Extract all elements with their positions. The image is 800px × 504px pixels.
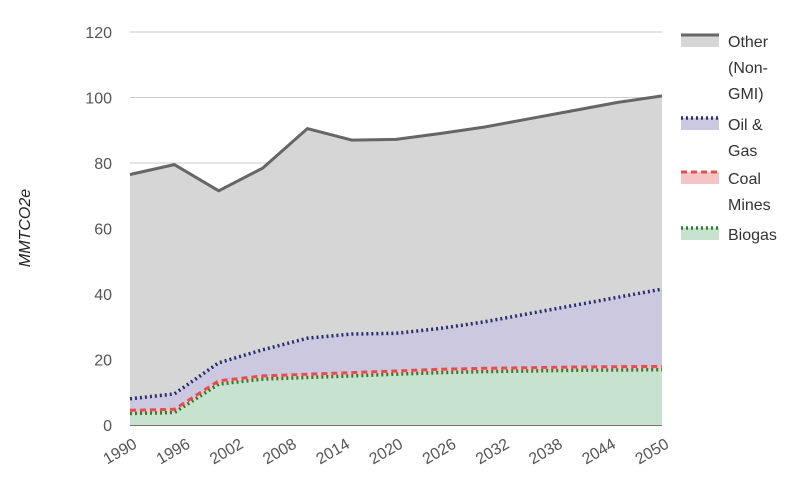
x-tick-label: 2014	[313, 436, 352, 469]
legend-swatch	[681, 118, 719, 130]
area-biogas	[130, 369, 662, 425]
series-lines	[129, 94, 663, 416]
y-tick-label: 40	[94, 287, 112, 304]
x-tick-label: 1996	[154, 436, 193, 469]
legend: Other (Non- GMI) Oil & Gas Coal Mines Biogas	[681, 33, 777, 244]
x-tick-label: 2044	[579, 436, 618, 469]
legend-label: GMI)	[728, 86, 764, 103]
y-tick-label: 60	[94, 222, 112, 239]
legend-swatch	[681, 35, 719, 47]
y-tick-label: 100	[85, 91, 112, 108]
legend-swatch	[681, 172, 719, 184]
x-axis-ticks: 1990 1996 2002 2008 2014 2020 2026 2032 2038 2044…	[101, 436, 672, 469]
legend-entry: Other (Non- GMI)	[681, 33, 769, 103]
legend-entry: Biogas	[681, 226, 777, 244]
legend-label: Oil &	[728, 117, 763, 134]
area-series	[130, 95, 662, 426]
y-tick-label: 80	[94, 156, 112, 173]
legend-label: Other	[728, 34, 769, 51]
y-tick-label: 120	[85, 25, 112, 42]
legend-entry: Coal Mines	[681, 170, 771, 214]
legend-label: Coal	[728, 171, 761, 188]
y-tick-label: 20	[94, 353, 112, 370]
line-other-non-gmi-	[129, 94, 663, 193]
legend-entry: Oil & Gas	[681, 116, 763, 160]
legend-label: Biogas	[728, 227, 777, 244]
legend-label: Mines	[728, 197, 771, 214]
x-tick-label: 2038	[526, 436, 565, 469]
line-coal-mines	[129, 364, 663, 412]
x-tick-label: 2002	[207, 436, 246, 469]
x-tick-label: 2050	[633, 436, 672, 469]
y-tick-label: 0	[103, 418, 112, 435]
y-axis-title: MMTCO2e	[17, 189, 34, 267]
legend-label: Gas	[728, 143, 757, 160]
y-axis-ticks: 0 20 40 60 80 100 120	[85, 25, 112, 435]
x-tick-label: 2032	[473, 436, 512, 469]
x-tick-label: 2008	[260, 436, 299, 469]
x-tick-label: 1990	[101, 436, 140, 469]
legend-label: (Non-	[728, 60, 768, 77]
legend-swatch	[681, 228, 719, 240]
x-tick-label: 2026	[420, 436, 459, 469]
x-tick-label: 2020	[367, 436, 406, 469]
